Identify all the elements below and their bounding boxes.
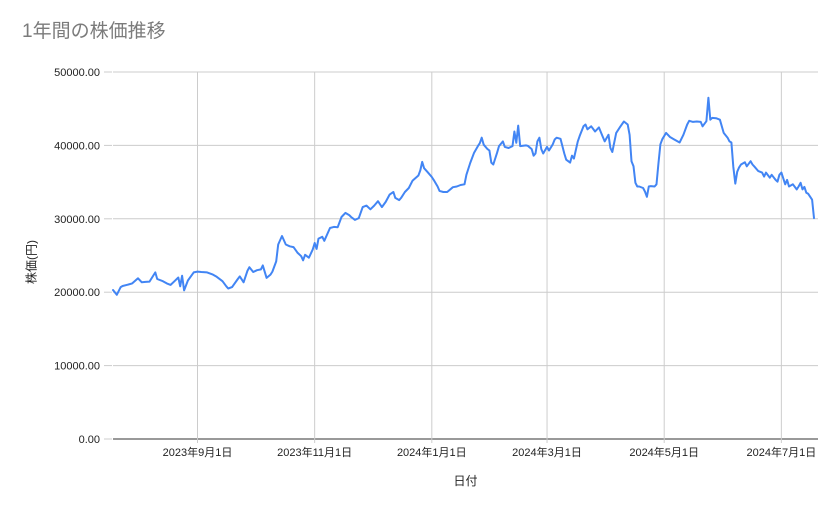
- x-tick-label: 2024年7月1日: [746, 445, 816, 459]
- y-tick-label: 40000.00: [54, 140, 100, 152]
- y-tick-label: 30000.00: [54, 214, 100, 226]
- y-tick-label: 50000.00: [54, 67, 100, 79]
- x-tick-label: 2023年11月1日: [277, 445, 352, 459]
- gridlines: [104, 71, 818, 443]
- y-tick-label: 0.00: [79, 434, 100, 446]
- chart-title: 1年間の株価推移: [22, 21, 166, 42]
- stock-price-line: [112, 96, 815, 296]
- x-axis-title: 日付: [453, 474, 478, 488]
- y-tick-label: 20000.00: [54, 287, 100, 299]
- x-tick-label: 2024年5月1日: [629, 445, 699, 459]
- x-tick-label: 2024年1月1日: [397, 445, 467, 459]
- x-tick-label: 2024年3月1日: [512, 445, 582, 459]
- y-tick-label: 10000.00: [54, 361, 100, 373]
- axis-tick-labels: 0.00 10000.00 20000.00 30000.00 40000.00 5000…: [54, 67, 816, 459]
- x-tick-label: 2023年9月1日: [163, 445, 233, 459]
